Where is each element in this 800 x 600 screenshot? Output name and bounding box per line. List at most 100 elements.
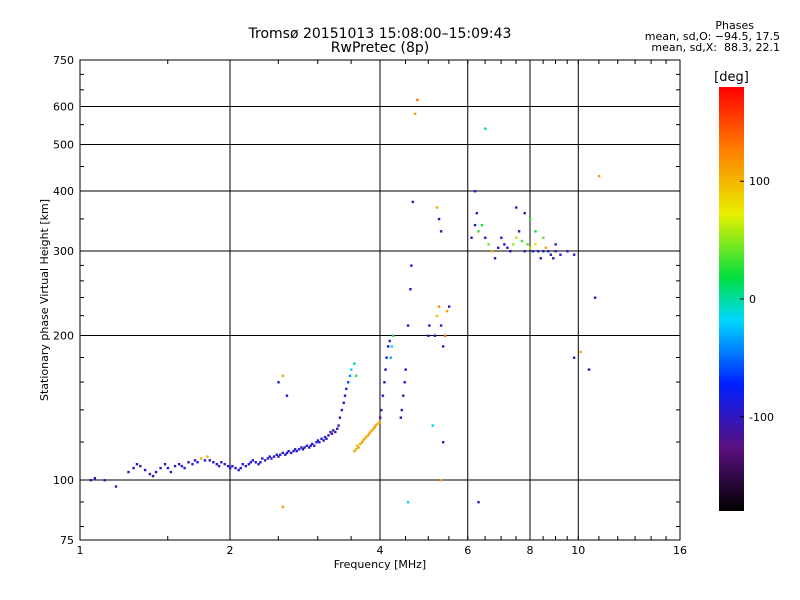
data-point [285,451,289,455]
data-point [357,446,360,449]
data-point [428,324,431,327]
data-point [206,455,209,458]
y-tick-label: 750 [53,54,74,67]
data-point [435,206,439,209]
data-point [437,305,441,308]
data-point [287,449,290,453]
data-point [263,459,267,462]
data-point [343,394,347,397]
data-point [266,457,270,460]
data-point [340,408,344,412]
data-point [353,449,356,453]
data-point [487,243,490,246]
data-point [132,466,135,470]
colorbar-label: [deg] [714,70,749,85]
data-point [345,387,348,391]
data-point [572,356,576,359]
data-point [529,217,532,221]
data-point [254,461,257,464]
data-point [239,466,242,470]
data-point [473,190,477,193]
data-point [388,339,391,343]
data-point [226,464,230,468]
data-point [377,421,381,424]
data-point [325,437,328,440]
data-point [154,470,158,474]
data-point [268,455,271,458]
data-point [542,250,545,253]
data-point [544,246,548,249]
x-tick-label: 6 [464,544,471,557]
data-point [552,257,555,260]
data-point [212,461,215,464]
data-point [330,432,334,435]
data-point [484,236,487,239]
data-point [193,459,197,462]
x-tick-label: 10 [571,544,585,557]
data-point [281,505,284,509]
y-tick-label: 500 [53,139,74,152]
phase-stats-o: mean, sd,O: −94.5, 17.5 [644,30,780,43]
data-point [323,435,327,439]
data-point [380,408,383,412]
data-point [180,464,184,468]
data-point [597,174,601,178]
data-point [353,362,356,365]
data-point [89,479,92,482]
data-point [409,288,412,291]
data-point [114,485,118,488]
data-point [554,250,557,253]
data-point [315,441,318,444]
data-point [443,334,447,337]
data-point [517,230,521,233]
phase-stats-x: mean, sd,X: 88.3, 22.1 [651,41,780,54]
data-point [477,500,480,504]
data-point [93,476,97,480]
x-tick-label: 2 [227,544,234,557]
data-point [320,437,323,440]
data-point [284,453,287,456]
data-point [390,345,393,348]
data-point [523,212,526,215]
data-point [272,455,276,458]
data-point [484,127,487,130]
data-point [529,246,532,249]
data-point [539,257,542,260]
data-point [166,466,170,470]
data-point [229,466,232,470]
data-point [354,374,358,378]
data-point [277,381,280,384]
data-point [309,444,312,447]
data-point [431,424,434,427]
data-point [247,462,251,466]
data-point [554,243,557,246]
data-point [404,368,407,371]
data-point [139,464,142,468]
data-point [441,345,445,348]
data-point [392,334,395,337]
data-point [223,462,226,466]
data-point [300,446,303,449]
data-point [386,345,390,348]
data-point [372,427,375,430]
data-point [512,243,515,246]
data-point [406,500,410,504]
data-point [338,416,342,419]
data-point [411,200,414,204]
data-point [220,461,223,464]
data-point [289,451,293,455]
data-point [520,239,524,243]
data-point [572,253,576,256]
y-tick-label: 75 [60,534,74,547]
data-point [310,442,314,446]
data-point [473,223,477,227]
data-point [251,459,254,462]
data-point [376,422,379,426]
y-tick-label: 100 [53,474,74,487]
data-point [475,212,478,215]
colorbar-tick-label: 0 [749,293,756,306]
data-point [244,464,248,468]
data-point [383,381,386,384]
y-tick-label: 600 [53,101,74,114]
